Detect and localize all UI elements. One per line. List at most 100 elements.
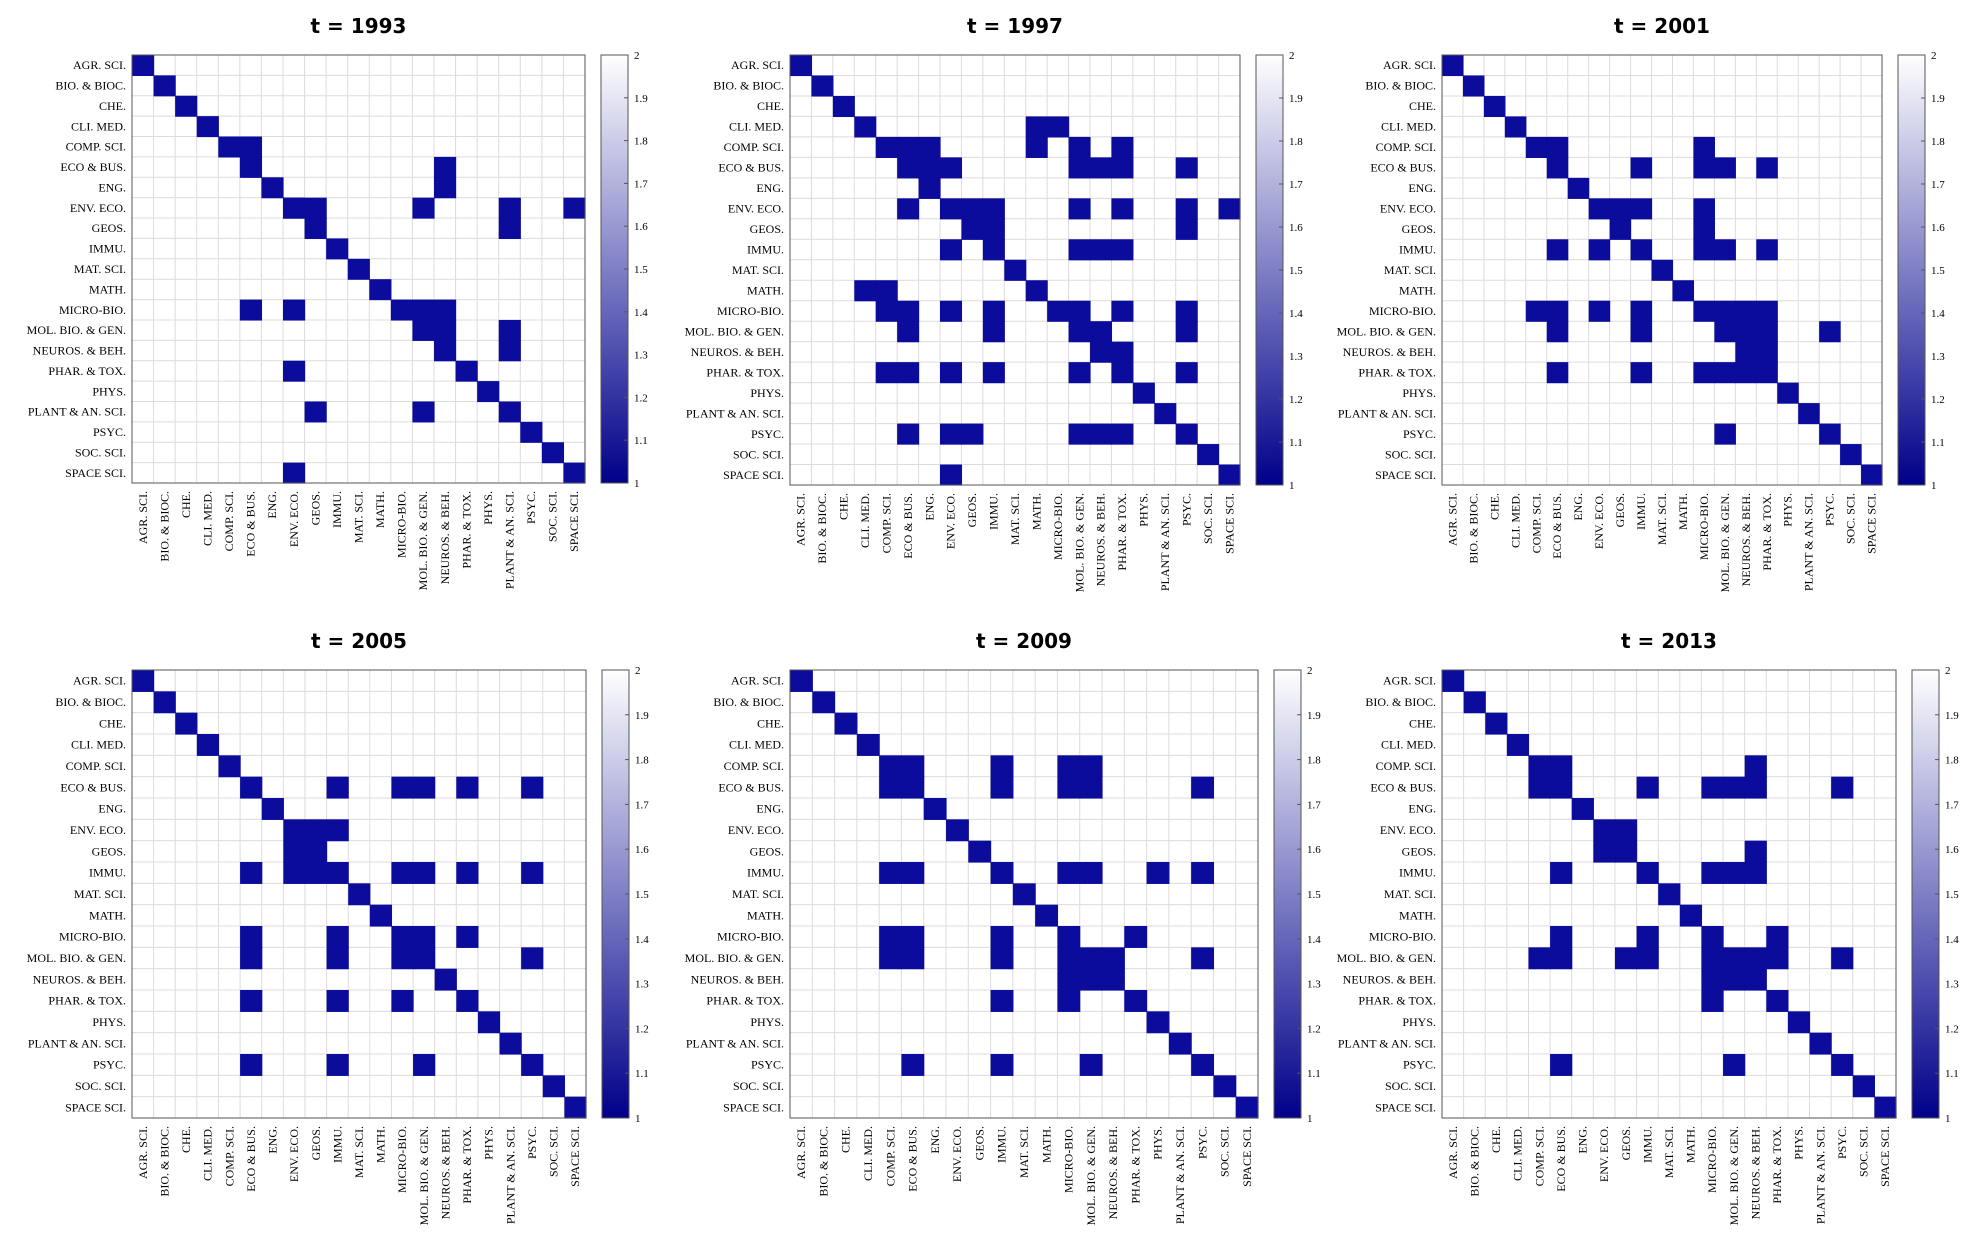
x-tick-label: MICRO-BIO.	[1697, 493, 1711, 560]
x-tick-label: ENG.	[265, 491, 279, 519]
y-tick-label: MOL. BIO. & GEN.	[1337, 324, 1436, 338]
heatmap-cell-diagonal	[563, 462, 586, 484]
heatmap-cell-diagonal	[434, 968, 457, 991]
x-tick-label: PHAR. & TOX.	[460, 1126, 474, 1204]
heatmap-cell	[1079, 776, 1103, 799]
x-tick-label: COMP. SCI.	[879, 493, 893, 553]
x-tick-label: AGR. SCI.	[794, 1126, 808, 1179]
colorbar-tick-label: 1.9	[1945, 710, 1959, 722]
colorbar-tick-label: 1.1	[634, 435, 648, 447]
heatmap-cell	[982, 321, 1005, 343]
panel-title: t = 2005	[311, 629, 407, 653]
heatmap-cell	[1111, 198, 1134, 220]
heatmap-cell-diagonal	[879, 755, 903, 778]
heatmap-cell-diagonal	[542, 1075, 565, 1098]
y-tick-label: MAT. SCI.	[1384, 263, 1436, 277]
heatmap-cell-diagonal	[477, 381, 500, 403]
x-tick-label: IMMU.	[995, 1126, 1009, 1163]
heatmap-cell	[413, 776, 436, 799]
x-tick-label: MATH.	[374, 1126, 388, 1163]
heatmap-cell-diagonal	[1442, 670, 1465, 692]
heatmap-cell	[1124, 926, 1148, 948]
y-tick-label: SPACE SCI.	[65, 1100, 126, 1114]
x-tick-label: MAT. SCI.	[1655, 493, 1669, 545]
x-tick-label: ENV. ECO.	[944, 493, 958, 549]
heatmap-cell	[990, 990, 1014, 1012]
y-tick-label: PLANT & AN. SCI.	[28, 405, 126, 419]
heatmap-cell-diagonal	[1004, 259, 1027, 281]
heatmap-cell-diagonal	[261, 177, 284, 199]
heatmap-cell	[1057, 947, 1081, 970]
y-tick-label: MOL. BIO. & GEN.	[685, 951, 784, 965]
x-tick-label: MICRO-BIO.	[1062, 1126, 1076, 1193]
y-tick-label: PSYC.	[751, 427, 784, 441]
plot-frame	[131, 669, 587, 1119]
y-tick-label: MAT. SCI.	[1384, 887, 1436, 901]
heatmap-cell	[1175, 198, 1198, 220]
y-tick-label: SPACE SCI.	[723, 1100, 784, 1114]
x-tick-label: ECO & BUS.	[1550, 493, 1564, 559]
y-tick-label: MICRO-BIO.	[717, 930, 784, 944]
x-tick-label: GEOS.	[1613, 493, 1627, 527]
heatmap-cell	[1528, 776, 1551, 799]
heatmap-cell	[1550, 926, 1573, 948]
y-tick-label: COMP. SCI.	[1376, 140, 1436, 154]
heatmap-cell-diagonal	[1831, 1054, 1854, 1076]
heatmap-cell	[304, 862, 328, 884]
heatmap-cell	[1525, 300, 1548, 322]
heatmap-cell	[897, 300, 920, 322]
heatmap-cell-diagonal	[1504, 116, 1527, 138]
plot-frame	[1441, 54, 1883, 486]
colorbar-tick-label: 1.1	[1307, 1068, 1321, 1080]
x-tick-label: AGR. SCI.	[1446, 1126, 1460, 1179]
y-tick-label: ECO & BUS.	[1370, 780, 1436, 794]
y-tick-label: MATH.	[747, 908, 784, 922]
y-tick-label: ECO & BUS.	[60, 160, 126, 174]
y-tick-label: SOC. SCI.	[75, 445, 126, 459]
x-tick-label: PHAR. & TOX.	[459, 491, 473, 569]
heatmap-cell-diagonal	[1463, 691, 1486, 714]
heatmap-cell	[1068, 239, 1091, 261]
y-tick-label: GEOS.	[92, 844, 126, 858]
y-tick-label: PSYC.	[751, 1058, 784, 1072]
heatmap-cell-diagonal	[326, 238, 349, 260]
y-tick-label: ENG.	[756, 802, 784, 816]
heatmap-cell	[1723, 862, 1746, 884]
heatmap-cell	[456, 926, 479, 948]
heatmap-cell-diagonal	[1651, 259, 1674, 281]
x-tick-label: SOC. SCI.	[1844, 493, 1858, 544]
heatmap-cell	[434, 177, 457, 199]
heatmap-cell	[1057, 968, 1081, 991]
heatmap-cell-diagonal	[918, 177, 941, 199]
heatmap-cell-diagonal	[834, 712, 858, 735]
x-tick-label: MOL. BIO. & GEN.	[1718, 493, 1732, 592]
x-tick-label: SOC. SCI.	[1857, 1126, 1871, 1177]
heatmap-cell	[434, 299, 457, 321]
heatmap-cell	[1111, 136, 1134, 158]
y-tick-label: PSYC.	[93, 1058, 126, 1072]
heatmap-cell-diagonal	[412, 319, 435, 341]
heatmap-cell	[1714, 239, 1736, 261]
heatmap-cell	[990, 1054, 1014, 1076]
heatmap-cell-diagonal	[897, 157, 920, 179]
x-tick-label: MICRO-BIO.	[395, 491, 409, 558]
x-tick-label: MICRO-BIO.	[1705, 1126, 1719, 1193]
heatmap-cell	[240, 862, 263, 884]
x-tick-label: ENV. ECO.	[1592, 493, 1606, 549]
x-tick-label: MATH.	[1676, 493, 1690, 530]
heatmap-cell	[1831, 776, 1854, 799]
heatmap-cell	[1068, 136, 1091, 158]
heatmap-cell	[391, 947, 414, 970]
y-tick-label: AGR. SCI.	[731, 58, 784, 72]
heatmap-cell	[1025, 116, 1048, 138]
heatmap-cell	[1744, 862, 1767, 884]
x-tick-label: BIO. & BIOC.	[157, 1126, 171, 1197]
y-tick-label: IMMU.	[1399, 866, 1436, 880]
y-tick-label: PHYS.	[1402, 1015, 1436, 1029]
heatmap-cell	[1079, 862, 1103, 884]
heatmap-cell	[940, 300, 963, 322]
heatmap-cell	[391, 862, 414, 884]
heatmap-cell	[521, 947, 544, 970]
x-tick-label: PLANT & AN. SCI.	[1813, 1126, 1827, 1224]
y-tick-label: NEUROS. & BEH.	[33, 344, 126, 358]
